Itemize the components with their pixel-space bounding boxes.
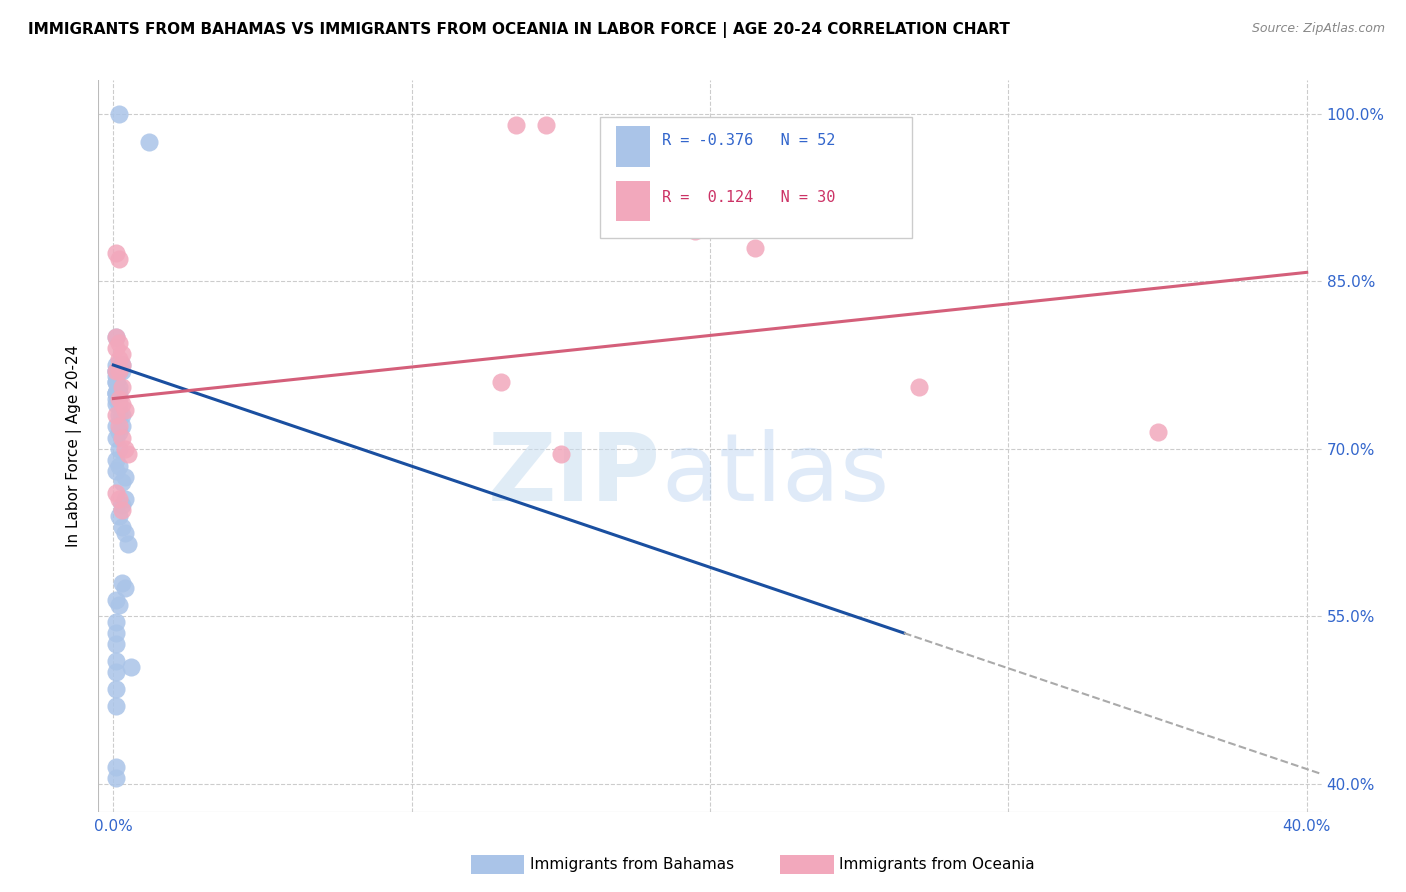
Point [105,369,128,384]
Point [105,330,128,344]
Point [105,246,128,260]
Point [105,386,128,401]
Text: R = -0.376   N = 52: R = -0.376 N = 52 [662,134,835,148]
Point [111,520,134,534]
Point [108,335,131,350]
Point [105,431,128,445]
Point [105,363,128,377]
Point [105,486,128,500]
Point [108,107,131,121]
Point [105,464,128,478]
Point [108,425,131,439]
Point [108,386,131,401]
Text: ZIP: ZIP [488,429,661,521]
Point [105,358,128,372]
Point [120,659,142,673]
Point [114,491,136,506]
Point [117,447,139,461]
Point [108,442,131,456]
Point [114,582,136,596]
Point [108,598,131,612]
Point [108,409,131,423]
Point [111,503,134,517]
Point [105,392,128,406]
Point [108,380,131,394]
Point [550,447,572,461]
Point [108,392,131,406]
Point [108,352,131,367]
Point [105,760,128,774]
Point [105,341,128,355]
Point [108,491,131,506]
Point [105,363,128,377]
Point [505,118,527,132]
Point [114,442,136,456]
Point [108,458,131,473]
Text: Source: ZipAtlas.com: Source: ZipAtlas.com [1251,22,1385,36]
Text: Immigrants from Bahamas: Immigrants from Bahamas [530,857,734,871]
Point [105,681,128,696]
Point [105,592,128,607]
Y-axis label: In Labor Force | Age 20-24: In Labor Force | Age 20-24 [66,345,83,547]
Point [108,508,131,523]
Point [108,252,131,266]
Point [105,654,128,668]
Text: Immigrants from Oceania: Immigrants from Oceania [839,857,1035,871]
Point [138,135,160,149]
Point [111,431,134,445]
Point [105,375,128,389]
Point [111,397,134,411]
Point [105,637,128,651]
Point [111,498,134,512]
Point [111,575,134,590]
Point [111,419,134,434]
Point [108,419,131,434]
Point [105,409,128,423]
Point [111,409,134,423]
Point [105,375,128,389]
Point [105,698,128,713]
Point [908,380,931,394]
Point [114,402,136,417]
Point [108,363,131,377]
FancyBboxPatch shape [600,117,912,237]
Point [744,241,766,255]
FancyBboxPatch shape [616,181,650,221]
Point [105,615,128,629]
Point [114,525,136,540]
Point [105,386,128,401]
Point [1146,425,1168,439]
Point [111,358,134,372]
Point [111,347,134,361]
Point [534,118,557,132]
Point [108,397,131,411]
Point [111,363,134,377]
Point [105,419,128,434]
Point [105,386,128,401]
Point [105,453,128,467]
Point [105,771,128,785]
Point [105,330,128,344]
Point [117,537,139,551]
Text: IMMIGRANTS FROM BAHAMAS VS IMMIGRANTS FROM OCEANIA IN LABOR FORCE | AGE 20-24 CO: IMMIGRANTS FROM BAHAMAS VS IMMIGRANTS FR… [28,22,1010,38]
Point [111,475,134,490]
Point [111,358,134,372]
FancyBboxPatch shape [616,127,650,167]
Text: R =  0.124   N = 30: R = 0.124 N = 30 [662,190,835,205]
Point [489,375,512,389]
Point [114,469,136,483]
Text: atlas: atlas [661,429,890,521]
Point [105,397,128,411]
Point [105,626,128,640]
Point [105,665,128,680]
Point [105,363,128,377]
Point [111,380,134,394]
Point [683,224,706,238]
Point [108,363,131,377]
